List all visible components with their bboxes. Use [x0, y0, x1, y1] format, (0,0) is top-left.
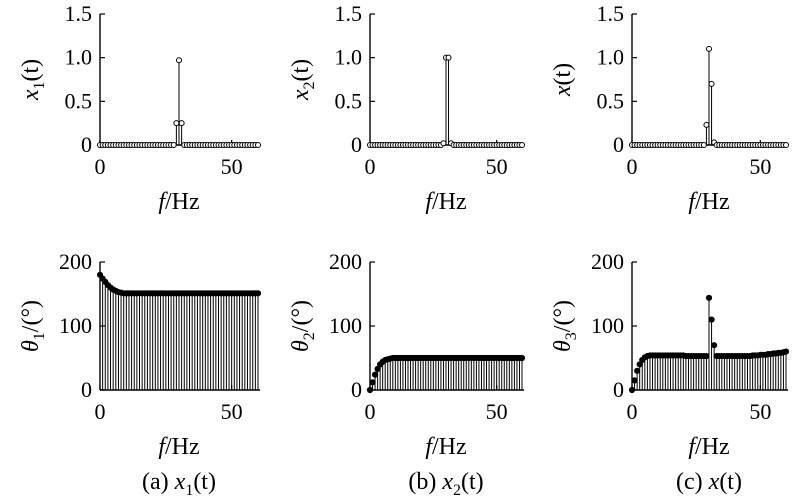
data-point: [705, 294, 713, 301]
data-point: [170, 142, 177, 148]
panel-caption: (a) x1(t): [142, 469, 216, 499]
data-point: [173, 120, 180, 127]
data-point: [711, 342, 718, 349]
y-tick-label: 200: [591, 249, 624, 274]
y-tick-label: 100: [591, 313, 624, 338]
x-tick-label: 0: [95, 154, 106, 179]
y-tick-label: 100: [329, 313, 362, 338]
data-point: [783, 142, 789, 148]
x-tick-label: 0: [627, 399, 638, 424]
y-tick-label: 1.5: [65, 1, 93, 26]
chart-panel-top-middle: 0 0.5 1.0 1.5 0 50 f/Hz x2(t): [288, 1, 525, 215]
chart-panel-top-right: 0 0.5 1.0 1.5 0 50 f/Hz x(t): [550, 1, 789, 215]
x-tick-label: 0: [95, 399, 106, 424]
y-tick-label: 0: [81, 377, 92, 402]
data-point: [703, 352, 710, 360]
x-tick-label: 50: [221, 154, 243, 179]
y-tick-label: 0.5: [65, 88, 93, 113]
y-tick-label: 1.0: [335, 45, 363, 70]
x-tick-label: 50: [486, 399, 508, 424]
data-point: [254, 290, 262, 297]
y-tick-label: 1.0: [597, 45, 625, 70]
data-point: [519, 142, 525, 148]
x-axis-label: f/Hz: [688, 189, 729, 215]
y-tick-label: 200: [329, 249, 362, 274]
x-tick-label: 0: [627, 154, 638, 179]
y-tick-label: 1.5: [597, 1, 625, 26]
data-point: [782, 348, 790, 355]
data-point: [703, 121, 710, 128]
y-tick-label: 0.5: [335, 88, 363, 113]
panel-caption: (b) x2(t): [408, 469, 483, 499]
chart-panel-bottom-middle: 0 100 200 0 50 f/Hz θ2/(°) (b) x2(t): [288, 249, 526, 499]
y-axis-label: x(t): [550, 63, 576, 97]
x-axis-label: f/Hz: [158, 434, 199, 460]
data-point: [178, 120, 185, 127]
y-tick-label: 0: [81, 132, 92, 157]
y-axis-label: x2(t): [288, 59, 318, 101]
chart-panel-top-left: 0 0.5 1.0 1.5 0 50 f/Hz x1(t): [18, 1, 261, 215]
y-axis-label: θ3/(°): [550, 300, 580, 352]
data-point: [708, 316, 715, 323]
chart-panel-bottom-right: 0 100 200 0 50 f/Hz θ3/(°) (c) x(t): [550, 249, 790, 495]
data-point: [518, 354, 526, 362]
panel-caption: (c) x(t): [676, 469, 742, 495]
x-axis-label: f/Hz: [158, 189, 199, 215]
x-axis-label: f/Hz: [425, 434, 466, 460]
data-point: [440, 140, 447, 147]
y-tick-label: 100: [59, 313, 92, 338]
data-point: [369, 379, 376, 386]
chart-panel-bottom-left: 0 100 200 0 50 f/Hz θ1/(°) (a) x1(t): [18, 249, 262, 499]
y-tick-label: 1.5: [335, 1, 363, 26]
y-tick-label: 200: [59, 249, 92, 274]
y-axis-label: x1(t): [18, 59, 48, 101]
y-tick-label: 0: [613, 132, 624, 157]
data-point: [631, 377, 638, 384]
x-tick-label: 50: [486, 154, 508, 179]
y-axis-label: θ1/(°): [18, 300, 48, 352]
y-tick-label: 0: [351, 377, 362, 402]
y-tick-label: 1.0: [65, 45, 93, 70]
data-point: [366, 386, 374, 394]
y-tick-label: 0: [613, 377, 624, 402]
data-point: [708, 80, 715, 87]
data-point: [371, 371, 379, 378]
y-tick-label: 0.5: [597, 88, 625, 113]
data-point: [700, 142, 707, 148]
data-point: [255, 142, 261, 148]
x-tick-label: 50: [749, 399, 771, 424]
x-tick-label: 50: [221, 399, 243, 424]
x-axis-label: f/Hz: [688, 434, 729, 460]
y-tick-label: 0: [351, 132, 362, 157]
data-point: [628, 386, 636, 394]
data-point: [706, 45, 712, 52]
y-axis-label: θ2/(°): [288, 300, 318, 352]
x-tick-label: 0: [365, 399, 376, 424]
data-point: [634, 367, 641, 374]
data-point: [176, 57, 182, 64]
x-tick-label: 50: [749, 154, 771, 179]
x-axis-label: f/Hz: [425, 189, 466, 215]
data-point: [445, 54, 452, 61]
x-tick-label: 0: [365, 154, 376, 179]
